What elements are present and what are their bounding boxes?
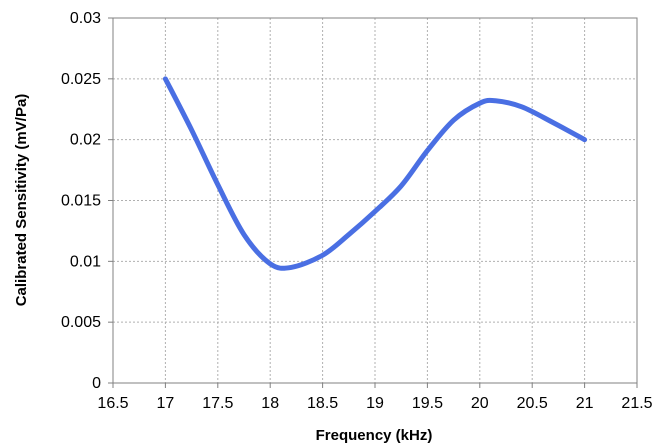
y-tick-label: 0.02 — [70, 132, 101, 149]
y-tick-label: 0.01 — [70, 253, 101, 270]
x-axis-ticks: 16.5 17 17.5 18 18.5 19 19.5 20 20.5 21 21.5 — [97, 383, 653, 412]
series-line-0 — [162, 76, 588, 271]
y-tick-label: 0 — [92, 375, 101, 392]
y-tick-label: 0.005 — [61, 314, 101, 331]
x-tick-label: 19.5 — [412, 395, 443, 412]
x-tick-label: 17 — [157, 395, 175, 412]
gridlines — [112, 17, 638, 384]
y-tick-label: 0.015 — [61, 193, 101, 210]
x-tick-label: 17.5 — [202, 395, 233, 412]
series-layer — [162, 76, 588, 271]
x-axis-label: Frequency (kHz) — [316, 427, 433, 444]
x-tick-label: 21.5 — [621, 395, 652, 412]
x-tick-label: 20 — [471, 395, 489, 412]
x-tick-label: 16.5 — [97, 395, 128, 412]
x-tick-label: 18 — [261, 395, 279, 412]
y-tick-label: 0.025 — [61, 71, 101, 88]
y-axis-label: Calibrated Sensitivity (mV/Pa) — [13, 94, 30, 307]
x-tick-label: 20.5 — [517, 395, 548, 412]
y-axis-ticks: 0 0.005 0.01 0.015 0.02 0.025 0.03 — [61, 10, 113, 392]
x-tick-label: 18.5 — [307, 395, 338, 412]
y-tick-label: 0.03 — [70, 10, 101, 27]
x-tick-label: 19 — [366, 395, 384, 412]
x-tick-label: 21 — [576, 395, 594, 412]
